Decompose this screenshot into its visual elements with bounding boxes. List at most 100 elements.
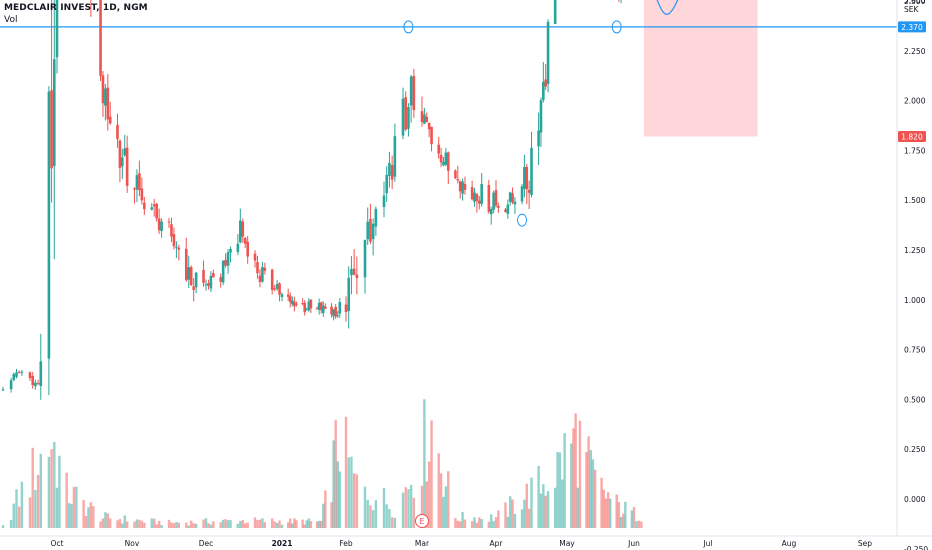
x-tick-label: Sep [858,539,872,548]
volume-bar [170,522,173,528]
candle [508,192,512,202]
candle [138,173,141,190]
volume-bar [15,489,18,528]
candle [437,144,441,154]
candle [106,87,110,120]
volume-bar [236,523,240,528]
candle [226,252,230,266]
volume-bar [600,477,603,528]
volume-bar [504,502,507,528]
candle [338,302,342,314]
volume-bar [116,520,119,528]
volume-bar [338,471,342,528]
volume-bar [67,503,71,528]
volume-bar [632,507,636,528]
volume-bar [556,452,559,528]
volume-bar [390,517,394,528]
volume-bar [305,520,308,528]
candle [150,207,154,210]
candle [53,59,56,167]
volume-bar [480,519,483,528]
candle [241,221,245,237]
volume-bar [520,509,524,528]
candle [315,308,319,310]
volume-bar [478,517,481,528]
candle [506,204,510,214]
volume-bar [388,509,391,528]
volume-bar [617,502,621,528]
volume-bar [317,520,321,528]
volume-bar [546,491,550,528]
candle [444,152,448,165]
volume-bar [576,487,580,528]
candle [363,240,367,278]
candle [135,175,139,190]
volume-bar [615,494,618,528]
volume-bar [104,512,107,528]
candle [288,296,292,303]
candle [189,267,193,286]
volume-bar [492,521,495,528]
volume-bar [226,520,230,528]
candle [194,272,198,288]
volume-bar [143,522,146,528]
volume-bar [473,517,476,528]
candle [344,304,348,313]
candle [542,81,545,100]
candle [34,382,37,387]
volume-bar [385,504,388,528]
volume-bar [437,453,440,528]
loss-zone[interactable] [643,0,758,137]
candle [461,181,464,194]
candle [9,380,13,390]
annotation-circle[interactable] [403,20,414,34]
candle [263,267,267,271]
projection-path[interactable] [641,0,835,15]
volume-bar [140,520,144,528]
candle [123,148,127,156]
candle [31,376,34,386]
volume-bar [558,452,562,528]
volume-bar [355,474,359,528]
candle [390,165,394,180]
volume-bar [506,516,510,528]
candle [184,248,188,281]
earnings-marker[interactable] [415,514,429,528]
volume-bar [511,499,514,528]
volume-bar [167,519,171,528]
candle [366,221,370,240]
candle [307,301,311,311]
candle [489,209,493,215]
candle [497,205,500,208]
volume-bar [635,521,638,528]
candle [537,130,540,147]
volume-bar [121,523,124,528]
candle [270,269,274,290]
candle [12,373,16,381]
annotation-circle[interactable] [517,213,528,227]
x-tick-label: Apr [490,539,504,548]
volume-bar [487,521,491,528]
candle [133,188,136,190]
volume-bar [101,518,105,528]
candle [157,218,161,231]
candle [219,277,223,282]
candle [152,204,156,207]
candle [258,275,262,282]
volume-bar [89,502,93,528]
candle [204,284,208,286]
volume-bar [20,481,24,528]
candle [99,0,102,76]
volume-bar [454,518,457,528]
candle [286,294,290,297]
volume-bar [444,486,448,528]
volume-bar [160,525,163,528]
volume-bar [53,441,56,528]
chart-title: MEDCLAIR INVEST, 1D, NGM [4,3,148,13]
volume-bar [320,520,323,528]
annotation-circle[interactable] [611,20,622,34]
candle [301,303,304,305]
volume-bar [574,413,577,528]
